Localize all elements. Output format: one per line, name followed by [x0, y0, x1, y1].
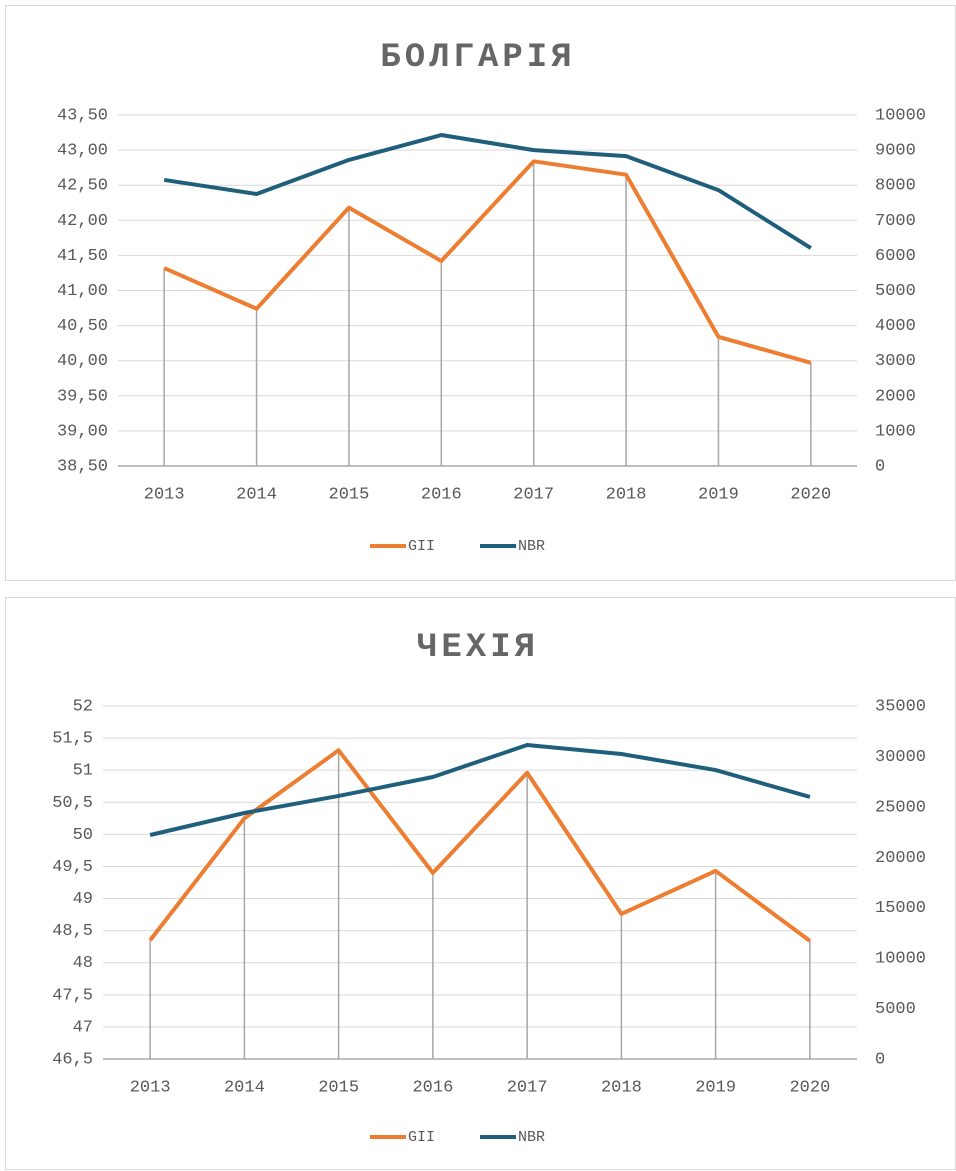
y-tick-label: 48,5: [52, 922, 93, 941]
y-tick-label: 39,00: [57, 422, 108, 441]
x-tick-label: 2016: [421, 485, 462, 504]
y-tick-label: 42,50: [57, 177, 108, 196]
y2-tick-label: 8000: [875, 177, 916, 196]
x-tick-label: 2019: [695, 1078, 736, 1097]
legend-label: NBR: [518, 1129, 545, 1146]
y-tick-label: 39,50: [57, 387, 108, 406]
legend-label: NBR: [518, 538, 545, 555]
y-tick-label: 47: [73, 1018, 93, 1037]
chart-title: ЧЕХІЯ: [417, 629, 539, 667]
y2-tick-label: 0: [875, 457, 885, 476]
y2-tick-label: 25000: [875, 798, 926, 817]
chart-frame: [5, 597, 956, 1170]
x-tick-label: 2016: [412, 1078, 453, 1097]
y-tick-label: 52: [73, 697, 93, 716]
y-tick-label: 40,00: [57, 352, 108, 371]
y-tick-label: 38,50: [57, 457, 108, 476]
x-tick-label: 2013: [130, 1078, 171, 1097]
legend-label: GII: [408, 1129, 435, 1146]
y-tick-label: 43,00: [57, 142, 108, 161]
y2-tick-label: 2000: [875, 387, 916, 406]
y2-tick-label: 7000: [875, 212, 916, 231]
y-tick-label: 40,50: [57, 317, 108, 336]
series-line: [148, 748, 812, 943]
y-tick-label: 43,50: [57, 106, 108, 125]
legend-label: GII: [408, 538, 435, 555]
y2-tick-label: 5000: [875, 282, 916, 301]
y-tick-label: 42,00: [57, 212, 108, 231]
y-tick-label: 49: [73, 890, 93, 909]
y2-tick-label: 1000: [875, 422, 916, 441]
x-tick-label: 2020: [789, 1078, 830, 1097]
y2-tick-label: 20000: [875, 849, 926, 868]
y2-tick-label: 6000: [875, 247, 916, 266]
y2-tick-label: 15000: [875, 899, 926, 918]
y-tick-label: 47,5: [52, 986, 93, 1005]
x-tick-label: 2017: [507, 1078, 548, 1097]
y-tick-label: 48: [73, 954, 93, 973]
y2-tick-label: 10000: [875, 950, 926, 969]
y2-tick-label: 10000: [875, 106, 926, 125]
y-tick-label: 46,5: [52, 1050, 93, 1069]
x-tick-label: 2018: [606, 485, 647, 504]
x-tick-label: 2019: [698, 485, 739, 504]
y2-tick-label: 0: [875, 1050, 885, 1069]
x-tick-label: 2015: [318, 1078, 359, 1097]
y-tick-label: 50: [73, 826, 93, 845]
y2-tick-label: 5000: [875, 1000, 916, 1019]
x-tick-label: 2017: [513, 485, 554, 504]
x-tick-label: 2018: [601, 1078, 642, 1097]
x-tick-label: 2015: [329, 485, 370, 504]
x-tick-label: 2014: [224, 1078, 265, 1097]
y2-tick-label: 9000: [875, 142, 916, 161]
x-tick-label: 2014: [236, 485, 277, 504]
series-line: [149, 743, 811, 837]
y-tick-label: 51: [73, 762, 93, 781]
y-tick-label: 41,00: [57, 282, 108, 301]
y2-tick-label: 30000: [875, 748, 926, 767]
series-line: [163, 159, 812, 365]
chart-title: БОЛГАРІЯ: [380, 39, 575, 77]
y2-tick-label: 35000: [875, 697, 926, 716]
x-tick-label: 2020: [790, 485, 831, 504]
y-tick-label: 50,5: [52, 794, 93, 813]
x-tick-label: 2013: [144, 485, 185, 504]
y-tick-label: 49,5: [52, 858, 93, 877]
y2-tick-label: 4000: [875, 317, 916, 336]
series-line: [163, 133, 812, 250]
y2-tick-label: 3000: [875, 352, 916, 371]
y-tick-label: 41,50: [57, 247, 108, 266]
y-tick-label: 51,5: [52, 730, 93, 749]
